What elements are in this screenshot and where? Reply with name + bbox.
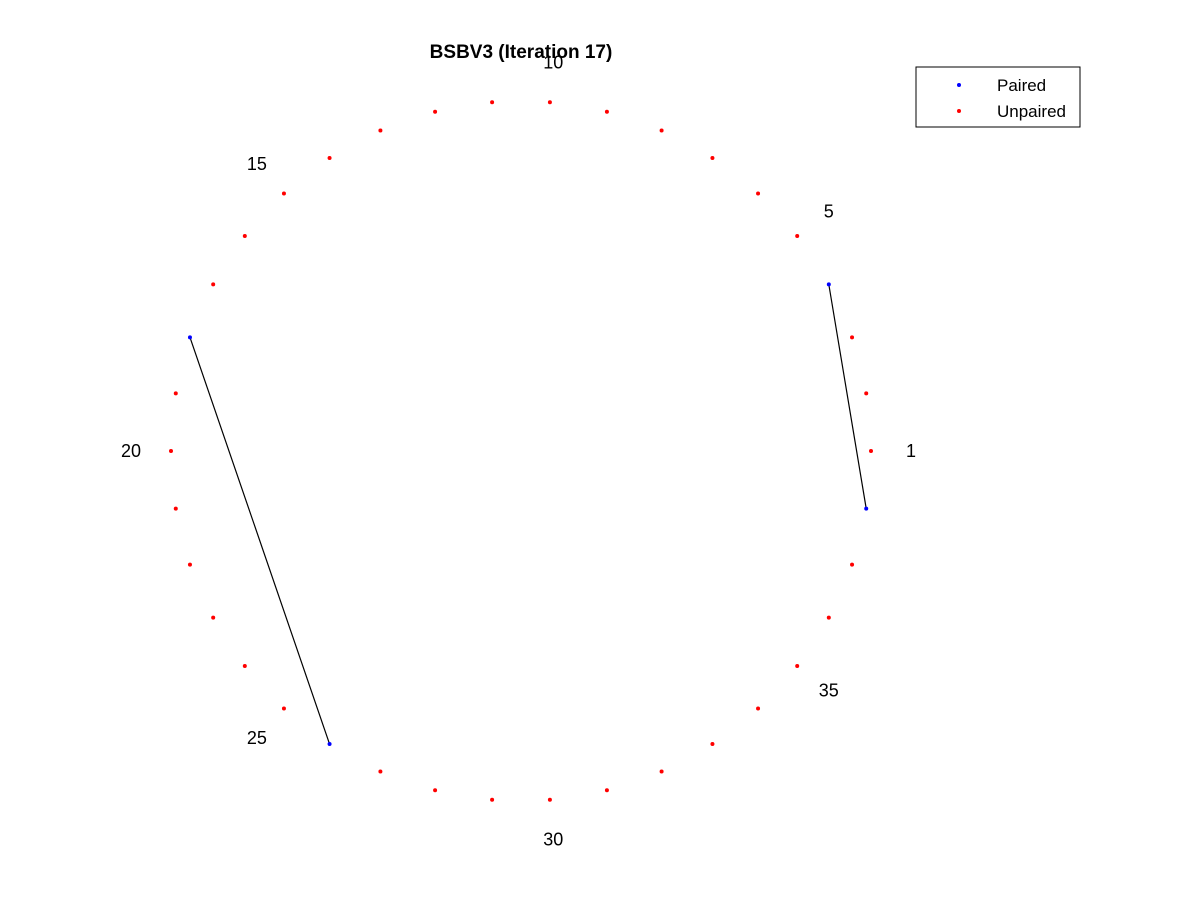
unpaired-point-16 — [242, 234, 247, 239]
position-label-20: 20 — [121, 441, 141, 461]
paired-point-38 — [864, 506, 869, 511]
position-label-10: 10 — [543, 52, 563, 72]
unpaired-point-6 — [756, 191, 761, 196]
legend-paired-marker — [957, 83, 961, 87]
unpaired-point-35 — [795, 663, 800, 668]
unpaired-point-3 — [850, 335, 855, 340]
position-label-35: 35 — [819, 681, 839, 701]
unpaired-point-8 — [659, 128, 664, 133]
unpaired-point-7 — [710, 155, 715, 160]
chart-title: BSBV3 (Iteration 17) — [430, 42, 613, 63]
unpaired-point-15 — [281, 191, 286, 196]
paired-point-4 — [826, 282, 831, 287]
unpaired-point-27 — [378, 769, 383, 774]
position-points — [169, 100, 873, 802]
unpaired-point-33 — [710, 742, 715, 747]
unpaired-point-32 — [659, 769, 664, 774]
unpaired-point-1 — [869, 449, 873, 453]
unpaired-point-23 — [211, 615, 216, 620]
unpaired-point-22 — [187, 562, 192, 567]
unpaired-point-34 — [756, 706, 761, 711]
position-label-25: 25 — [247, 728, 267, 748]
unpaired-point-9 — [604, 109, 609, 114]
pair-line-18-26 — [189, 337, 331, 745]
unpaired-point-21 — [173, 506, 178, 511]
legend-box — [915, 66, 1081, 128]
unpaired-point-5 — [795, 234, 800, 239]
unpaired-point-12 — [433, 109, 438, 114]
unpaired-point-28 — [433, 788, 438, 793]
position-label-30: 30 — [543, 830, 563, 850]
unpaired-point-14 — [327, 155, 332, 160]
legend-unpaired-marker — [957, 109, 961, 113]
unpaired-point-19 — [173, 391, 178, 396]
unpaired-point-29 — [490, 797, 495, 802]
unpaired-point-20 — [169, 449, 173, 453]
paired-point-26 — [327, 742, 332, 747]
legend-paired-label: Paired — [997, 76, 1046, 95]
position-label-5: 5 — [824, 201, 834, 221]
unpaired-point-30 — [547, 797, 552, 802]
unpaired-point-11 — [490, 100, 495, 105]
pair-line-4-38 — [828, 284, 867, 509]
unpaired-point-25 — [281, 706, 286, 711]
paired-point-18 — [187, 335, 192, 340]
legend: Paired Unpaired — [915, 66, 1081, 128]
unpaired-point-17 — [211, 282, 216, 287]
unpaired-point-24 — [242, 663, 247, 668]
unpaired-point-13 — [378, 128, 383, 133]
unpaired-point-10 — [547, 100, 552, 105]
pair-lines — [189, 284, 867, 745]
unpaired-point-2 — [864, 391, 869, 396]
position-label-15: 15 — [247, 154, 267, 174]
unpaired-point-31 — [604, 788, 609, 793]
position-label-1: 1 — [906, 441, 916, 461]
unpaired-point-36 — [826, 615, 831, 620]
legend-unpaired-label: Unpaired — [997, 102, 1066, 121]
unpaired-point-37 — [850, 562, 855, 567]
